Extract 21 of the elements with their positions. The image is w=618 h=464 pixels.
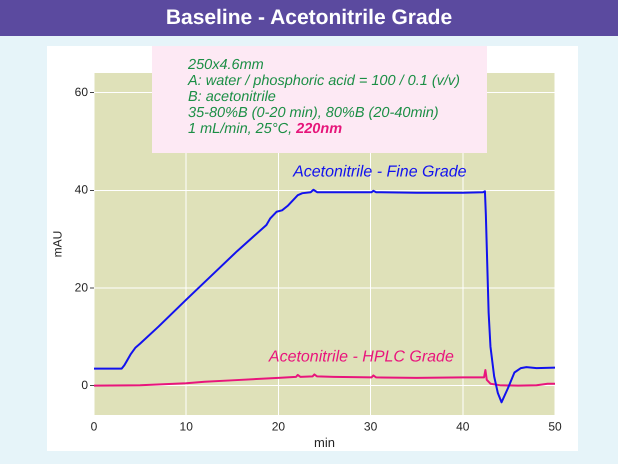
chart-title: Baseline - Acetonitrile Grade xyxy=(0,0,618,36)
y-tick-label: 40 xyxy=(74,182,88,197)
x-tick-label: 30 xyxy=(364,420,378,434)
x-tick-label: 0 xyxy=(90,420,98,434)
annotation: B: acetonitrile xyxy=(188,89,276,105)
y-tick-label: 0 xyxy=(81,378,88,392)
annotation: 220nm xyxy=(296,121,342,137)
annotation: 1 mL/min, 25°C, xyxy=(188,121,292,137)
text: 250x4.6mm xyxy=(188,57,264,73)
y-tick-label: 20 xyxy=(74,280,88,294)
series-label: Acetonitrile - Fine Grade xyxy=(292,164,467,181)
x-tick-label: 10 xyxy=(180,420,194,434)
annotation: A: water / phosphoric acid = 100 / 0.1 (v/v) xyxy=(188,73,460,89)
y-axis-title: mAU xyxy=(50,230,65,258)
x-axis-title: min xyxy=(314,434,335,450)
x-tick-label: 50 xyxy=(548,420,562,434)
annotation: 35-80%B (0-20 min), 80%B (20-40min) xyxy=(188,105,439,121)
y-tick-label: 60 xyxy=(74,84,88,99)
x-tick-label: 40 xyxy=(456,420,470,434)
series-label: Acetonitrile - HPLC Grade xyxy=(268,348,454,366)
x-tick-label: 20 xyxy=(272,420,286,434)
